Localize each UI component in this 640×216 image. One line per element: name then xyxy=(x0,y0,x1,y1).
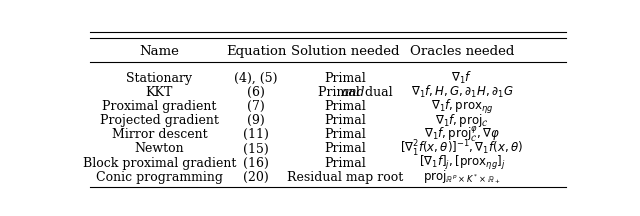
Text: Block proximal gradient: Block proximal gradient xyxy=(83,157,236,170)
Text: Projected gradient: Projected gradient xyxy=(100,114,219,127)
Text: and: and xyxy=(342,86,365,99)
Text: Name: Name xyxy=(140,45,179,58)
Text: Primal: Primal xyxy=(324,128,366,141)
Text: $\mathrm{proj}_{\mathbb{R}^p \times K^* \times \mathbb{R}_+}$: $\mathrm{proj}_{\mathbb{R}^p \times K^* … xyxy=(423,168,500,186)
Text: Stationary: Stationary xyxy=(126,72,193,85)
Text: (9): (9) xyxy=(247,114,265,127)
Text: Mirror descent: Mirror descent xyxy=(111,128,207,141)
Text: (11): (11) xyxy=(243,128,269,141)
Text: (6): (6) xyxy=(247,86,265,99)
Text: (16): (16) xyxy=(243,157,269,170)
Text: $\nabla_1 f, \mathrm{proj}_{\mathcal{C}}^{\varphi}, \nabla\varphi$: $\nabla_1 f, \mathrm{proj}_{\mathcal{C}}… xyxy=(424,126,500,144)
Text: Primal: Primal xyxy=(324,100,366,113)
Text: (4), (5): (4), (5) xyxy=(234,72,278,85)
Text: dual: dual xyxy=(361,86,393,99)
Text: Primal: Primal xyxy=(318,86,364,99)
Text: Primal: Primal xyxy=(324,157,366,170)
Text: Proximal gradient: Proximal gradient xyxy=(102,100,216,113)
Text: (7): (7) xyxy=(247,100,265,113)
Text: Primal: Primal xyxy=(324,143,366,156)
Text: Residual map root: Residual map root xyxy=(287,171,403,184)
Text: Oracles needed: Oracles needed xyxy=(410,45,514,58)
Text: KKT: KKT xyxy=(146,86,173,99)
Text: Equation: Equation xyxy=(226,45,286,58)
Text: Newton: Newton xyxy=(134,143,184,156)
Text: Solution needed: Solution needed xyxy=(291,45,399,58)
Text: (15): (15) xyxy=(243,143,269,156)
Text: (20): (20) xyxy=(243,171,269,184)
Text: $[\nabla_1^2 f(x,\theta)]^{-1}, \nabla_1 f(x,\theta)$: $[\nabla_1^2 f(x,\theta)]^{-1}, \nabla_1… xyxy=(401,139,524,159)
Text: Conic programming: Conic programming xyxy=(96,171,223,184)
Text: $[\nabla_1 f]_j, [\mathrm{prox}_{\eta g}]_j$: $[\nabla_1 f]_j, [\mathrm{prox}_{\eta g}… xyxy=(419,154,505,172)
Text: $\nabla_1 f, \mathrm{prox}_{\eta g}$: $\nabla_1 f, \mathrm{prox}_{\eta g}$ xyxy=(431,98,493,116)
Text: $\nabla_1 f, \mathrm{proj}_{\mathcal{C}}$: $\nabla_1 f, \mathrm{proj}_{\mathcal{C}}… xyxy=(435,112,489,129)
Text: Primal: Primal xyxy=(324,114,366,127)
Text: Primal: Primal xyxy=(324,72,366,85)
Text: $\nabla_1 f$: $\nabla_1 f$ xyxy=(451,70,472,86)
Text: $\nabla_1 f, H, G, \partial_1 H, \partial_1 G$: $\nabla_1 f, H, G, \partial_1 H, \partia… xyxy=(411,84,513,100)
